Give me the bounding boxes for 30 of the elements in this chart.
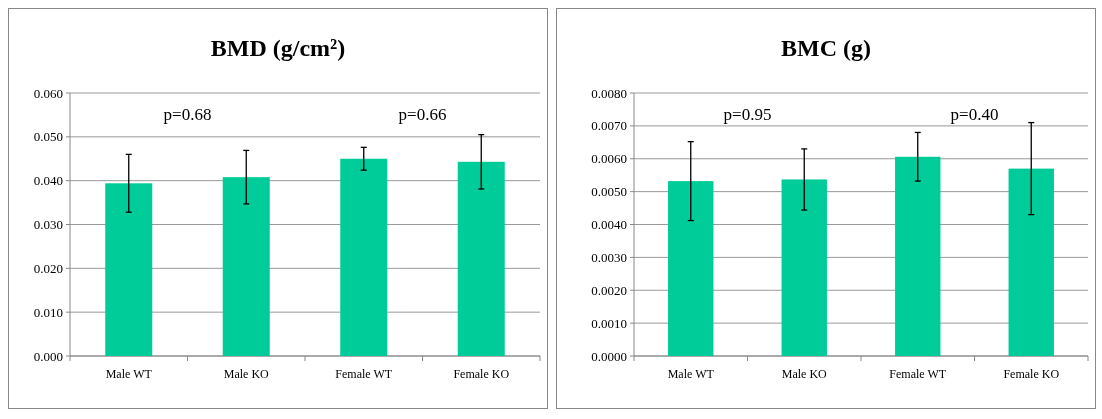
annotation: p=0.40 [950, 105, 999, 124]
annotation: p=0.68 [163, 105, 212, 124]
x-tick-label: Male WT [667, 367, 715, 381]
y-tick-label: 0.0000 [591, 348, 627, 364]
y-tick-label: 0.040 [33, 173, 63, 189]
x-tick-label: Female WT [335, 367, 393, 381]
x-tick-label: Male KO [781, 367, 828, 381]
x-tick-label: Female KO [1003, 367, 1060, 381]
y-tick-label: 0.020 [33, 260, 63, 276]
y-tick-label: 0.000 [33, 348, 63, 364]
y-tick-label: 0.0080 [591, 85, 627, 101]
y-tick-label: 0.0040 [591, 217, 627, 233]
y-tick-label: 0.050 [33, 129, 63, 145]
chart-title: BMD (g/cm²) [210, 35, 346, 61]
annotation: p=0.95 [723, 105, 772, 124]
y-tick-label: 0.0020 [591, 282, 627, 298]
y-tick-label: 0.0030 [591, 249, 627, 265]
y-tick-label: 0.0060 [591, 151, 627, 167]
annotation: p=0.66 [398, 105, 447, 124]
y-tick-label: 0.030 [33, 217, 63, 233]
chart-title: BMC (g) [781, 35, 871, 61]
y-tick-label: 0.0050 [591, 184, 627, 200]
x-tick-label: Male KO [223, 367, 270, 381]
y-tick-label: 0.010 [33, 304, 63, 320]
y-tick-label: 0.060 [33, 85, 63, 101]
x-tick-label: Female WT [889, 367, 947, 381]
y-tick-label: 0.0070 [591, 118, 627, 134]
y-tick-label: 0.0010 [591, 315, 627, 331]
x-tick-label: Male WT [105, 367, 153, 381]
x-tick-label: Female KO [453, 367, 510, 381]
